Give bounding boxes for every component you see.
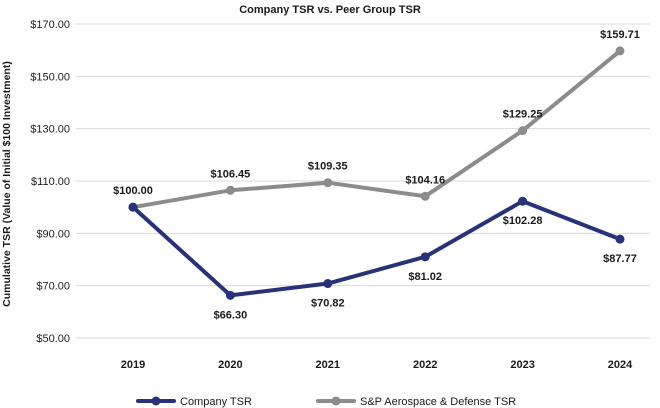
x-axis-ticks: 2019 2020 2021 2022 2023 2024 (121, 359, 633, 371)
data-point (518, 126, 528, 136)
data-label-peer: $109.35 (308, 161, 348, 173)
data-point (323, 279, 333, 289)
legend-swatch-marker (151, 396, 161, 406)
x-tick-label: 2022 (413, 359, 437, 371)
data-label-peer: $159.71 (600, 29, 640, 41)
data-label-peer: $129.25 (503, 109, 543, 121)
y-tick-label: $90.00 (36, 228, 70, 240)
y-tick-label: $130.00 (30, 124, 70, 136)
series-lines (128, 46, 625, 300)
gridlines (76, 23, 650, 339)
series-line-company (131, 199, 622, 298)
data-point (615, 46, 625, 56)
y-axis-ticks: $50.00 $70.00 $90.00 $110.00 $130.00 $150.00 $… (30, 19, 70, 345)
data-label-company: $66.30 (214, 309, 248, 321)
y-tick-label: $150.00 (30, 71, 70, 83)
x-tick-label: 2023 (510, 359, 534, 371)
y-tick-label: $70.00 (36, 281, 70, 293)
data-label-peer: $104.16 (405, 174, 445, 186)
data-label-peer: $100.00 (113, 185, 153, 197)
y-axis-label: Cumulative TSR (Value of Initial $100 In… (1, 61, 13, 307)
data-point (128, 202, 138, 212)
legend-swatch-marker (331, 396, 341, 406)
data-point (225, 290, 235, 300)
x-tick-label: 2021 (316, 359, 340, 371)
y-tick-label: $50.00 (36, 333, 70, 345)
data-label-company: $87.77 (603, 253, 637, 265)
y-tick-label: $110.00 (31, 176, 70, 188)
data-label-peer: $106.45 (211, 168, 251, 180)
series-line-peer (131, 48, 622, 210)
chart-title: Company TSR vs. Peer Group TSR (239, 4, 421, 16)
data-point (615, 234, 625, 244)
data-point (518, 196, 528, 206)
data-label-company: $81.02 (408, 271, 442, 283)
data-label-company: $70.82 (311, 298, 345, 310)
x-tick-label: 2020 (218, 359, 242, 371)
legend-label: S&P Aerospace & Defense TSR (360, 396, 516, 408)
data-label-company: $102.28 (503, 215, 543, 227)
data-point (323, 178, 333, 188)
data-point (420, 191, 430, 201)
y-tick-label: $170.00 (30, 19, 70, 31)
x-tick-label: 2019 (121, 359, 145, 371)
data-point (420, 252, 430, 262)
legend-label: Company TSR (180, 396, 252, 408)
data-labels: $100.00 $106.45 $109.35 $104.16 $129.25 $159.… (113, 29, 640, 321)
legend: Company TSR S&P Aerospace & Defense TSR (136, 396, 516, 408)
x-tick-label: 2024 (608, 359, 633, 371)
data-point (225, 185, 235, 195)
